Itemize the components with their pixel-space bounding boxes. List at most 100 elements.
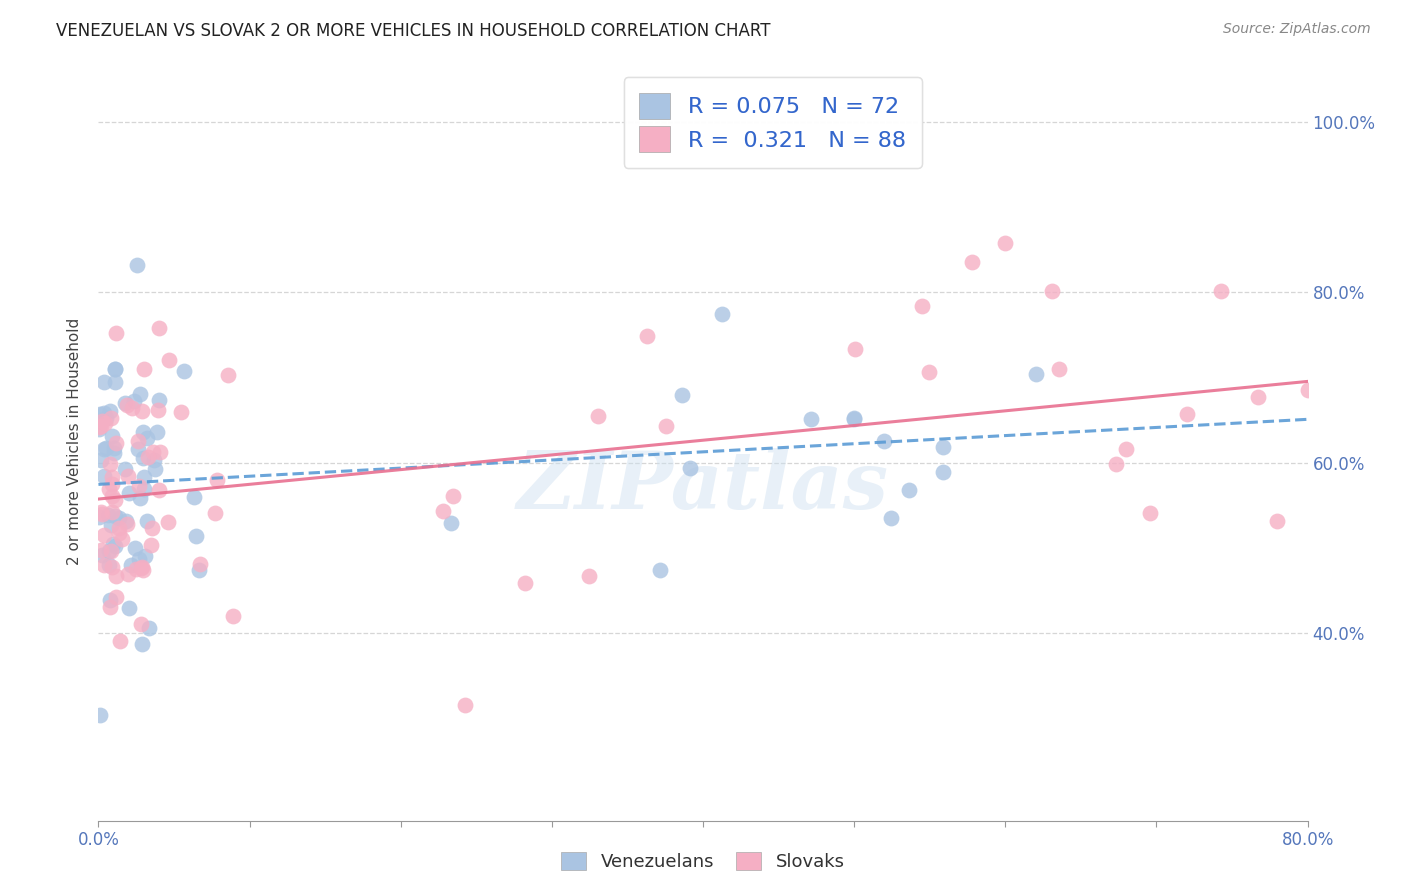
Point — [128, 387, 150, 401]
Point — [184, 529, 207, 543]
Point — [173, 364, 195, 378]
Point — [124, 541, 146, 556]
Point — [1327, 345, 1350, 359]
Point — [100, 559, 122, 574]
Point — [115, 516, 138, 531]
Point — [148, 483, 170, 497]
Point — [103, 441, 125, 455]
Point — [135, 514, 157, 528]
Point — [121, 401, 143, 416]
Point — [1104, 457, 1126, 471]
Point — [146, 403, 169, 417]
Point — [93, 442, 115, 457]
Point — [1047, 362, 1070, 376]
Point — [1115, 442, 1137, 456]
Point — [650, 563, 672, 577]
Point — [105, 569, 128, 583]
Point — [844, 412, 866, 426]
Point — [90, 419, 112, 434]
Point — [441, 489, 464, 503]
Text: ZIPatlas: ZIPatlas — [517, 449, 889, 525]
Point — [135, 432, 157, 446]
Point — [1040, 285, 1063, 299]
Point — [104, 539, 127, 553]
Point — [104, 591, 127, 605]
Point — [90, 452, 112, 467]
Point — [120, 558, 142, 572]
Point — [844, 411, 866, 425]
Point — [104, 326, 127, 340]
Point — [932, 465, 955, 479]
Point — [97, 482, 120, 496]
Point — [911, 299, 934, 313]
Point — [873, 434, 896, 449]
Point — [118, 485, 141, 500]
Point — [1367, 454, 1389, 468]
Point — [149, 444, 172, 458]
Point — [101, 489, 124, 503]
Point — [170, 405, 193, 419]
Point — [91, 549, 114, 563]
Point — [128, 478, 150, 492]
Point — [897, 483, 920, 498]
Point — [671, 387, 693, 401]
Point — [93, 558, 115, 572]
Point — [98, 592, 121, 607]
Point — [586, 409, 609, 423]
Point — [125, 562, 148, 576]
Point — [127, 434, 149, 449]
Point — [117, 567, 139, 582]
Point — [104, 362, 127, 376]
Point — [515, 575, 537, 590]
Point — [183, 490, 205, 504]
Point — [157, 515, 180, 529]
Point — [148, 321, 170, 335]
Point — [127, 442, 149, 456]
Point — [994, 235, 1017, 250]
Point — [128, 552, 150, 566]
Point — [146, 425, 169, 439]
Point — [139, 538, 162, 552]
Legend: Venezuelans, Slovaks: Venezuelans, Slovaks — [554, 845, 852, 879]
Point — [101, 505, 124, 519]
Point — [104, 493, 127, 508]
Point — [100, 518, 122, 533]
Point — [93, 407, 115, 421]
Point — [1211, 285, 1233, 299]
Legend: R = 0.075   N = 72, R =  0.321   N = 88: R = 0.075 N = 72, R = 0.321 N = 88 — [624, 78, 921, 168]
Point — [98, 558, 121, 573]
Point — [93, 469, 115, 483]
Point — [131, 404, 153, 418]
Point — [141, 521, 163, 535]
Point — [100, 410, 122, 425]
Point — [129, 560, 152, 574]
Point — [111, 533, 134, 547]
Point — [136, 450, 159, 464]
Point — [132, 450, 155, 465]
Point — [132, 482, 155, 496]
Point — [1372, 202, 1395, 217]
Point — [117, 469, 139, 483]
Point — [432, 504, 454, 518]
Point — [1296, 383, 1319, 397]
Point — [114, 462, 136, 476]
Point — [98, 457, 121, 471]
Point — [138, 621, 160, 635]
Point — [1139, 506, 1161, 520]
Point — [143, 462, 166, 476]
Point — [93, 416, 115, 430]
Point — [89, 708, 111, 723]
Point — [89, 407, 111, 421]
Point — [91, 414, 114, 428]
Point — [125, 259, 148, 273]
Point — [104, 362, 127, 376]
Point — [90, 505, 112, 519]
Point — [89, 419, 111, 434]
Point — [188, 557, 211, 571]
Point — [96, 410, 118, 425]
Point — [142, 445, 165, 459]
Point — [97, 544, 120, 558]
Point — [221, 608, 243, 623]
Point — [205, 473, 228, 487]
Point — [131, 559, 153, 574]
